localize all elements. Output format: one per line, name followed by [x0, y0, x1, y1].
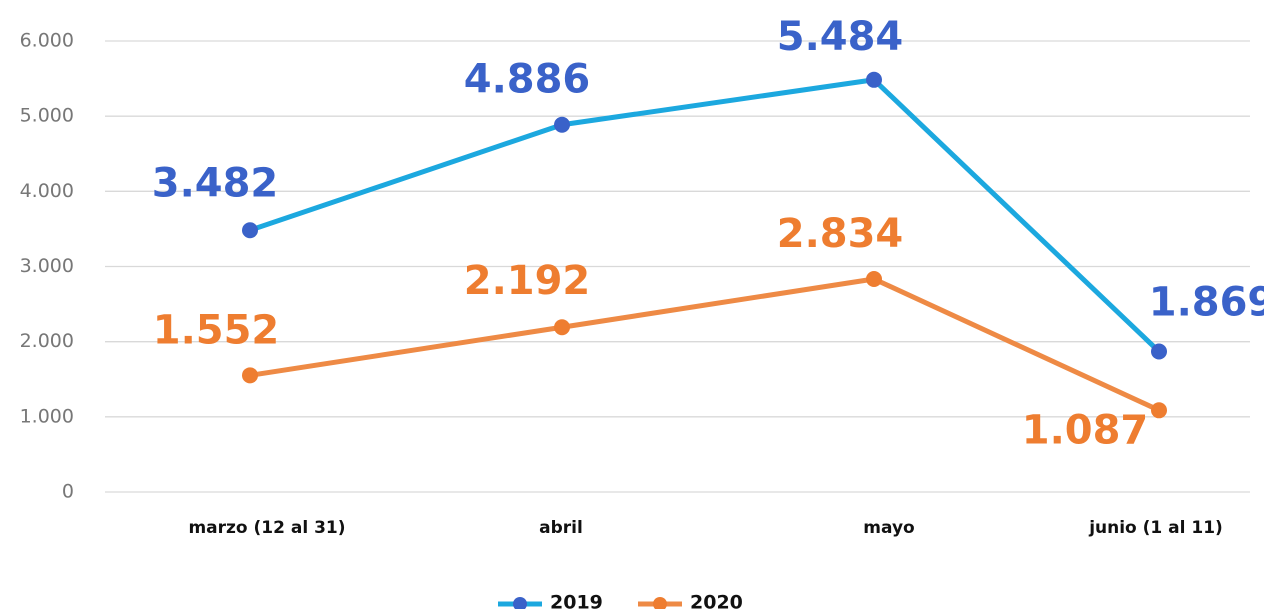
x-tick-label: abril [539, 518, 583, 538]
legend-marker [513, 597, 527, 611]
data-label: 1.552 [153, 307, 280, 353]
data-label: 4.886 [464, 57, 591, 103]
series-line [249, 77, 1161, 354]
legend-marker [653, 597, 667, 611]
marker [554, 116, 570, 133]
series-line [249, 276, 1161, 413]
data-label: 2.834 [777, 211, 904, 257]
x-tick-label: mayo [863, 518, 914, 538]
data-label: 1.087 [1022, 407, 1149, 453]
x-tick-label: junio (1 al 11) [1088, 518, 1223, 538]
marker [866, 71, 882, 88]
y-tick-label: 2.000 [20, 330, 74, 352]
marker [242, 367, 258, 384]
y-tick-label: 0 [62, 481, 74, 503]
data-label: 1.869 [1149, 280, 1264, 326]
legend-label: 2019 [550, 592, 603, 610]
marker [1151, 343, 1167, 360]
y-tick-label: 6.000 [20, 30, 74, 52]
data-label: 2.192 [464, 258, 591, 304]
y-tick-label: 5.000 [20, 105, 74, 127]
data-label: 5.484 [777, 14, 904, 60]
marker [866, 270, 882, 287]
data-label: 3.482 [152, 160, 279, 206]
legend-label: 2020 [690, 592, 743, 610]
y-tick-label: 4.000 [20, 180, 74, 202]
marker [1151, 402, 1167, 419]
marker [242, 222, 258, 239]
x-tick-label: marzo (12 al 31) [188, 518, 345, 538]
y-tick-label: 1.000 [20, 405, 74, 427]
y-tick-label: 3.000 [20, 255, 74, 277]
marker [554, 319, 570, 336]
